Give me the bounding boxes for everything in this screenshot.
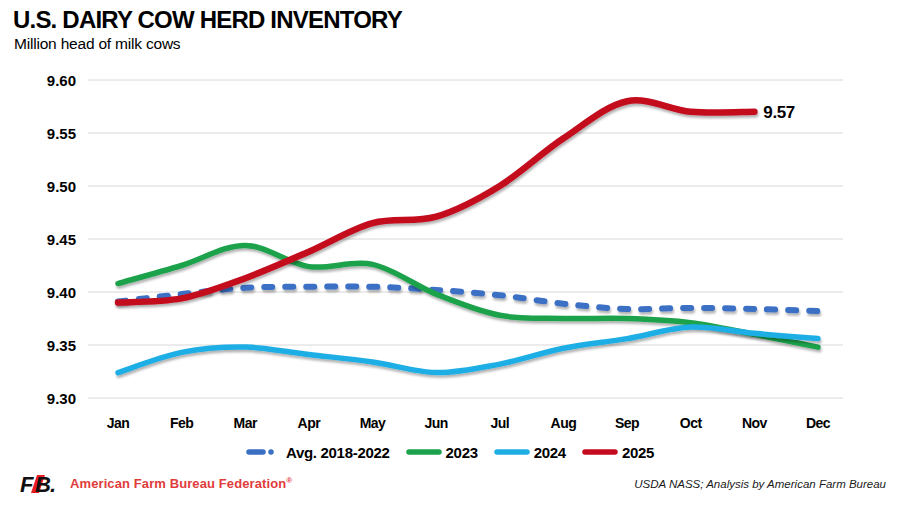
legend-label: 2024 bbox=[534, 444, 566, 461]
y-axis-tick-label: 9.35 bbox=[47, 337, 76, 354]
legend-swatch-icon bbox=[582, 447, 618, 457]
y-axis-tick-label: 9.60 bbox=[47, 72, 76, 89]
legend-label: 2023 bbox=[446, 444, 478, 461]
x-axis-tick-label: Nov bbox=[742, 415, 768, 431]
legend-label: Avg. 2018-2022 bbox=[286, 444, 390, 461]
series-line-2025 bbox=[118, 100, 754, 302]
registered-mark: ® bbox=[286, 476, 292, 485]
x-axis-tick-label: Apr bbox=[298, 415, 322, 431]
y-axis-tick-label: 9.30 bbox=[47, 390, 76, 407]
line-chart: 9.60 9.55 9.50 9.45 9.40 9.35 9.30 Jan Feb Mar Apr… bbox=[0, 0, 900, 440]
legend-swatch-icon bbox=[246, 447, 282, 457]
source-note: USDA NASS; Analysis by American Farm Bur… bbox=[634, 478, 886, 490]
x-axis-tick-label: Aug bbox=[551, 415, 577, 431]
x-axis-tick-label: Jun bbox=[424, 415, 447, 431]
svg-text:.: . bbox=[50, 472, 56, 496]
x-axis-tick-label: Jan bbox=[107, 415, 130, 431]
x-axis-tick-label: Sep bbox=[615, 415, 639, 431]
x-axis-tick-label: Mar bbox=[234, 415, 258, 431]
y-axis-tick-label: 9.55 bbox=[47, 125, 76, 142]
chart-page: 9.60 9.55 9.50 9.45 9.40 9.35 9.30 Jan Feb Mar Apr… bbox=[0, 0, 900, 505]
footer-brand-block: F B . American Farm Bureau Federation® bbox=[18, 472, 292, 496]
legend-item-2025: 2025 bbox=[582, 444, 654, 461]
x-axis-tick-label: May bbox=[360, 415, 386, 431]
legend-swatch-icon bbox=[494, 447, 530, 457]
page-subtitle: Million head of milk cows bbox=[14, 35, 180, 53]
legend-label: 2025 bbox=[622, 444, 654, 461]
x-axis-tick-label: Feb bbox=[170, 415, 193, 431]
y-axis-tick-label: 9.50 bbox=[47, 178, 76, 195]
legend-item-2024: 2024 bbox=[494, 444, 566, 461]
brand-text: American Farm Bureau Federation® bbox=[70, 476, 292, 491]
series-end-value-label: 9.57 bbox=[763, 103, 795, 122]
x-axis-tick-label: Dec bbox=[806, 415, 831, 431]
legend-swatch-icon bbox=[406, 447, 442, 457]
y-axis-tick-label: 9.40 bbox=[47, 284, 76, 301]
series-line-2023 bbox=[118, 245, 818, 347]
legend-item-2023: 2023 bbox=[406, 444, 478, 461]
x-axis-tick-label: Jul bbox=[490, 415, 509, 431]
y-axis-tick-label: 9.45 bbox=[47, 231, 76, 248]
chart-legend: Avg. 2018-2022 2023 2024 2025 bbox=[0, 440, 900, 464]
afbf-logo-icon: F B . bbox=[18, 472, 62, 496]
svg-text:B: B bbox=[35, 472, 51, 496]
x-axis-tick-label: Oct bbox=[680, 415, 703, 431]
legend-item-avg-2018-2022: Avg. 2018-2022 bbox=[246, 444, 390, 461]
series-line-2024 bbox=[118, 327, 818, 373]
page-title: U.S. DAIRY COW HERD INVENTORY bbox=[13, 6, 402, 34]
